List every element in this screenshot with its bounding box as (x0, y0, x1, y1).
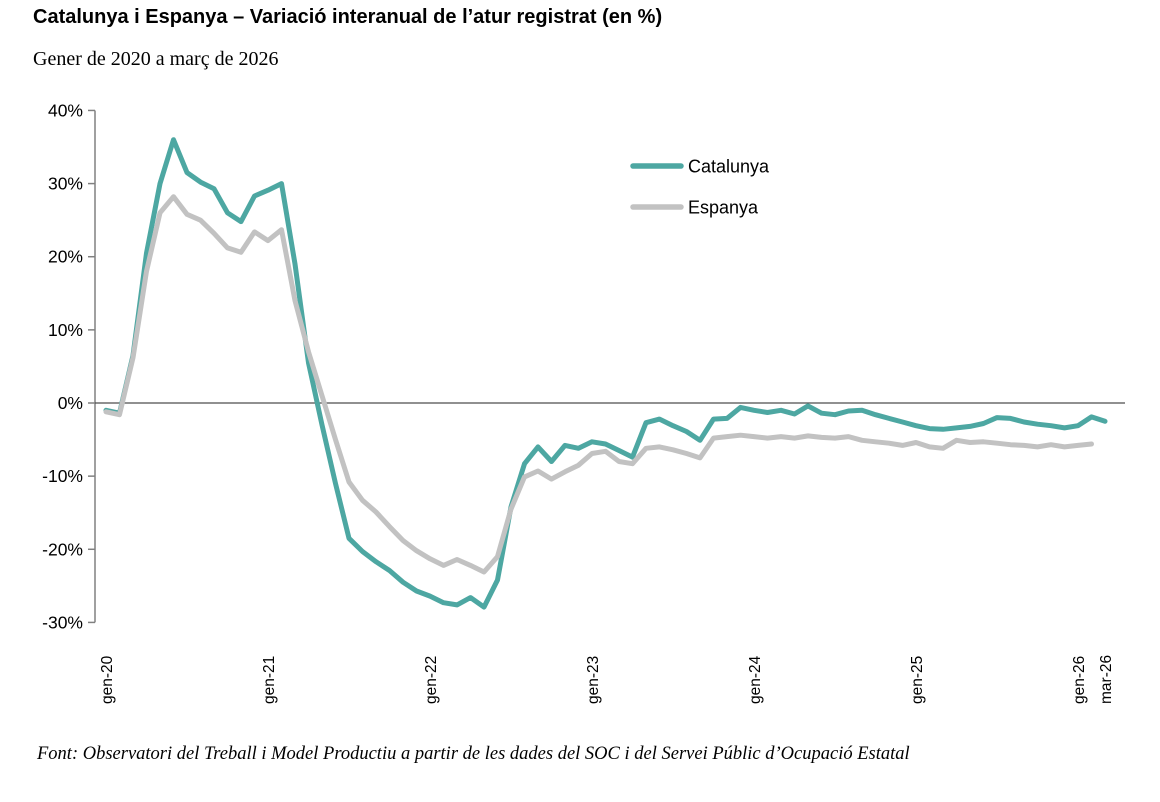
y-axis-label: 0% (58, 393, 83, 413)
x-axis-label: gen-24 (747, 655, 764, 704)
series-line-catalunya (103, 137, 1108, 610)
chart-subtitle: Gener de 2020 a març de 2026 (33, 48, 279, 70)
y-axis-label: 10% (48, 320, 83, 340)
x-axis-label: mar-26 (1098, 655, 1115, 704)
y-axis-label: 40% (48, 100, 83, 120)
x-axis-label: gen-22 (423, 656, 440, 704)
source-note: Font: Observatori del Treball i Model Pr… (37, 744, 910, 764)
y-axis-label: 20% (48, 247, 83, 267)
y-axis-label: -20% (42, 539, 83, 559)
y-axis-label: 30% (48, 174, 83, 194)
x-axis-label: gen-26 (1071, 656, 1088, 704)
legend-label-espanya: Espanya (688, 198, 759, 218)
series-line-espanya (103, 194, 1094, 575)
y-axis-label: -10% (42, 466, 83, 486)
chart-title: Catalunya i Espanya – Variació interanua… (33, 6, 663, 28)
x-axis-label: gen-23 (585, 656, 602, 704)
x-axis-label: gen-25 (909, 656, 926, 704)
x-axis-label: gen-21 (261, 656, 278, 704)
y-axis-label: -30% (42, 612, 83, 632)
legend-label-catalunya: Catalunya (688, 157, 770, 177)
x-axis-label: gen-20 (99, 655, 116, 704)
